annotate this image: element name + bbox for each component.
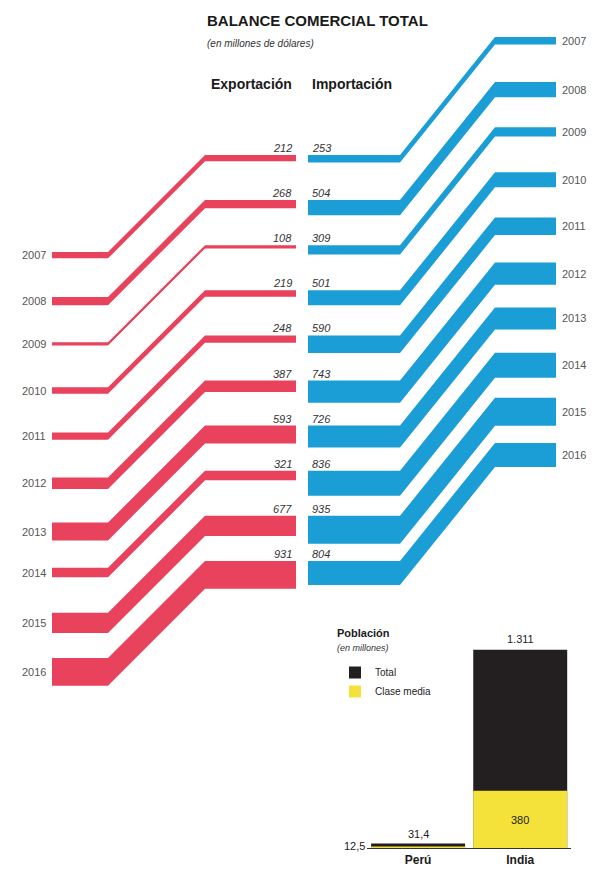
svg-text:BALANCE COMERCIAL TOTAL: BALANCE COMERCIAL TOTAL [207, 12, 428, 29]
svg-text:2016: 2016 [562, 449, 586, 461]
svg-text:2012: 2012 [562, 268, 586, 280]
svg-text:2011: 2011 [22, 430, 46, 442]
svg-text:2009: 2009 [22, 338, 46, 350]
svg-text:931: 931 [274, 548, 292, 560]
svg-text:12,5: 12,5 [344, 840, 365, 852]
svg-text:2013: 2013 [562, 312, 586, 324]
svg-text:Importación: Importación [312, 76, 392, 92]
svg-text:804: 804 [312, 548, 330, 560]
svg-text:677: 677 [273, 503, 292, 515]
svg-text:2010: 2010 [562, 174, 586, 186]
svg-text:(en millones de dólares): (en millones de dólares) [207, 38, 314, 49]
svg-text:India: India [506, 853, 534, 867]
svg-text:321: 321 [274, 458, 292, 470]
svg-text:590: 590 [312, 322, 331, 334]
svg-text:836: 836 [312, 458, 331, 470]
svg-text:380: 380 [511, 814, 529, 826]
svg-text:2015: 2015 [562, 406, 586, 418]
svg-text:212: 212 [273, 142, 292, 154]
svg-text:726: 726 [312, 413, 331, 425]
svg-text:31,4: 31,4 [408, 828, 429, 840]
svg-text:2011: 2011 [562, 220, 586, 232]
svg-text:108: 108 [273, 232, 292, 244]
svg-text:Población: Población [337, 627, 390, 639]
svg-text:2010: 2010 [22, 385, 46, 397]
svg-text:935: 935 [312, 503, 331, 515]
svg-text:Exportación: Exportación [211, 76, 292, 92]
svg-text:(en millones): (en millones) [337, 643, 389, 653]
svg-text:743: 743 [312, 368, 331, 380]
svg-text:593: 593 [273, 413, 292, 425]
svg-text:504: 504 [312, 187, 330, 199]
svg-text:268: 268 [272, 187, 292, 199]
svg-text:253: 253 [312, 142, 332, 154]
svg-text:2008: 2008 [22, 295, 46, 307]
svg-text:2015: 2015 [22, 617, 46, 629]
svg-text:2016: 2016 [22, 666, 46, 678]
svg-text:2007: 2007 [22, 249, 46, 261]
svg-text:1.311: 1.311 [507, 633, 534, 645]
svg-text:2014: 2014 [562, 359, 586, 371]
svg-text:2013: 2013 [22, 526, 46, 538]
svg-text:Clase media: Clase media [375, 686, 431, 697]
svg-text:2009: 2009 [562, 126, 586, 138]
svg-text:248: 248 [272, 322, 292, 334]
svg-text:2007: 2007 [562, 35, 586, 47]
svg-text:Perú: Perú [405, 853, 432, 867]
svg-text:309: 309 [312, 232, 330, 244]
svg-text:501: 501 [312, 277, 330, 289]
svg-text:387: 387 [273, 368, 292, 380]
svg-text:2008: 2008 [562, 84, 586, 96]
svg-text:219: 219 [273, 277, 292, 289]
svg-text:Total: Total [375, 667, 396, 678]
svg-text:2012: 2012 [22, 477, 46, 489]
svg-text:2014: 2014 [22, 567, 46, 579]
